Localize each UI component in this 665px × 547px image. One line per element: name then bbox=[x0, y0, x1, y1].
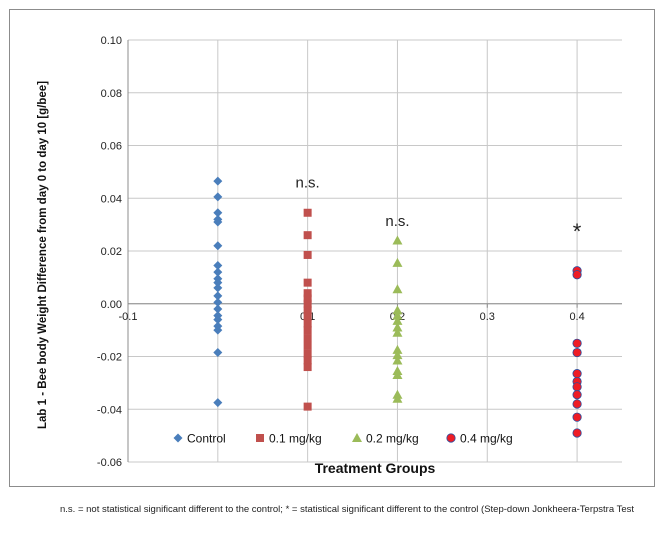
data-point-square bbox=[303, 363, 312, 372]
data-point-square bbox=[303, 402, 312, 411]
data-point-triangle bbox=[392, 344, 403, 354]
data-point-circle bbox=[572, 412, 582, 422]
data-point-diamond bbox=[213, 261, 223, 271]
data-point-circle bbox=[572, 390, 582, 400]
data-point-triangle bbox=[392, 305, 403, 315]
data-point-circle bbox=[572, 399, 582, 409]
significance-label: n.s. bbox=[385, 213, 409, 230]
data-point-square bbox=[303, 208, 312, 217]
data-point-diamond bbox=[213, 217, 223, 227]
data-point-square bbox=[303, 334, 312, 343]
data-point-diamond bbox=[213, 398, 223, 408]
data-point-square bbox=[303, 250, 312, 259]
data-point-diamond bbox=[213, 297, 223, 307]
data-point-diamond bbox=[213, 304, 223, 314]
data-point-diamond bbox=[213, 267, 223, 277]
legend-marker-diamond bbox=[173, 433, 183, 443]
data-point-square bbox=[303, 356, 312, 365]
data-point-circle bbox=[572, 338, 582, 348]
y-tick-label: -0.06 bbox=[97, 457, 122, 469]
data-point-circle bbox=[572, 382, 582, 392]
legend-item: 0.4 mg/kg bbox=[446, 432, 513, 446]
footnote: n.s. = not statistical significant diffe… bbox=[60, 504, 634, 515]
scatter-chart: -0.06-0.04-0.020.000.020.040.060.080.10 … bbox=[37, 35, 622, 476]
y-tick-label: -0.04 bbox=[97, 404, 122, 416]
data-points bbox=[213, 176, 582, 438]
data-point-square bbox=[303, 294, 312, 303]
data-point-diamond bbox=[213, 325, 223, 335]
data-point-diamond bbox=[213, 283, 223, 293]
x-axis-title: Treatment Groups bbox=[315, 460, 436, 476]
gridlines bbox=[128, 39, 622, 463]
chart-frame: -0.06 -0.04 -0.02 0.00 0.02 0.04 0.06 0.08 0.10 … bbox=[9, 9, 655, 487]
data-point-diamond bbox=[213, 348, 223, 358]
legend-label: 0.4 mg/kg bbox=[460, 432, 513, 446]
data-point-triangle bbox=[392, 235, 403, 245]
data-point-square bbox=[303, 289, 312, 298]
data-point-diamond bbox=[213, 192, 223, 202]
data-point-circle bbox=[572, 347, 582, 358]
legend-item: 0.2 mg/kg bbox=[352, 432, 419, 446]
data-point-square bbox=[303, 278, 312, 287]
data-point-triangle bbox=[392, 369, 403, 379]
data-point-triangle bbox=[392, 284, 403, 294]
x-tick-label: 0.3 bbox=[480, 311, 495, 323]
data-point-triangle bbox=[392, 315, 403, 325]
y-tick-label: 0.04 bbox=[101, 193, 122, 205]
legend-marker-triangle bbox=[352, 433, 362, 442]
data-point-circle bbox=[572, 369, 582, 379]
data-point-diamond bbox=[213, 278, 223, 288]
annotations: n.s. n.s. * bbox=[296, 175, 582, 244]
y-tick-label: 0.06 bbox=[101, 141, 122, 153]
data-point-triangle bbox=[392, 393, 403, 403]
y-tick-label: 0.00 bbox=[101, 299, 122, 311]
y-tick-label: 0.10 bbox=[101, 35, 122, 47]
data-point-triangle bbox=[392, 322, 403, 332]
legend-label: 0.1 mg/kg bbox=[269, 432, 322, 446]
legend-marker-circle bbox=[446, 433, 456, 443]
data-point-square bbox=[303, 299, 312, 308]
x-tick-labels: -0.100.10.20.30.4 bbox=[119, 311, 585, 323]
data-point-triangle bbox=[392, 327, 403, 337]
legend-item: 0.1 mg/kg bbox=[256, 432, 322, 446]
data-point-diamond bbox=[213, 176, 223, 186]
y-tick-labels: -0.06 -0.04 -0.02 0.00 0.02 0.04 0.06 0.08 0.10 bbox=[97, 35, 122, 469]
x-tick-label: 0.4 bbox=[569, 311, 584, 323]
y-axis-title: Lab 1 - Bee body Weight Difference from … bbox=[37, 81, 49, 429]
legend: Control 0.1 mg/kg 0.2 mg/kg 0.4 mg/kg bbox=[173, 432, 513, 446]
significance-label: * bbox=[573, 219, 582, 244]
data-point-circle bbox=[572, 270, 582, 280]
data-point-square bbox=[303, 312, 312, 321]
legend-marker-square bbox=[256, 434, 264, 442]
y-tick-label: -0.02 bbox=[97, 352, 122, 364]
data-point-square bbox=[303, 319, 312, 328]
legend-label: Control bbox=[187, 432, 226, 446]
legend-label: 0.2 mg/kg bbox=[366, 432, 419, 446]
data-point-square bbox=[303, 349, 312, 358]
data-point-square bbox=[303, 231, 312, 240]
data-point-square bbox=[303, 306, 312, 315]
data-point-circle bbox=[572, 428, 582, 438]
data-point-triangle bbox=[392, 355, 403, 365]
data-point-square bbox=[303, 326, 312, 335]
legend-item: Control bbox=[173, 432, 226, 446]
significance-label: n.s. bbox=[296, 175, 320, 192]
y-tick-label: 0.08 bbox=[101, 88, 122, 100]
data-point-triangle bbox=[392, 257, 403, 267]
data-point-triangle bbox=[392, 310, 403, 320]
data-point-square bbox=[303, 341, 312, 350]
data-point-diamond bbox=[213, 208, 223, 218]
data-point-diamond bbox=[213, 241, 223, 251]
data-point-diamond bbox=[213, 291, 223, 301]
x-tick-label: -0.1 bbox=[119, 311, 138, 323]
data-point-triangle bbox=[392, 350, 403, 360]
data-point-diamond bbox=[213, 315, 223, 325]
y-tick-label: 0.02 bbox=[101, 246, 122, 258]
